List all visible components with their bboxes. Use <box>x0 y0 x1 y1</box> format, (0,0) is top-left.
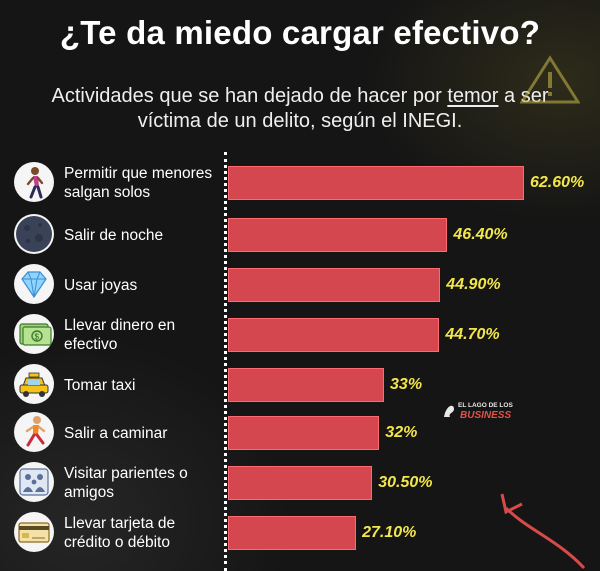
chart-row: Salir de noche 46.40% <box>0 212 600 260</box>
value-label: 46.40% <box>453 226 508 243</box>
value-label: 32% <box>385 424 418 441</box>
value-label: 30.50% <box>378 474 433 491</box>
chart-row: Usar joyas 44.90% <box>0 262 600 310</box>
category-label: Usar joyas <box>64 277 138 294</box>
svg-text:$: $ <box>35 333 40 342</box>
page-title: ¿Te da miedo cargar efectivo? <box>59 14 541 51</box>
brand-line1: EL LAGO DE LOS <box>458 402 513 409</box>
category-label: Visitar parientes o amigos <box>64 465 188 501</box>
bar <box>228 466 373 500</box>
person-walking-icon <box>14 162 54 202</box>
bar <box>228 416 380 450</box>
value-label: 44.70% <box>445 326 500 343</box>
chart-row: Salir a caminar 32% <box>0 410 600 458</box>
category-label: Salir a caminar <box>64 425 168 442</box>
chart-row: Permitir que menores salgan solos 62.60% <box>0 160 600 208</box>
credit-card-icon <box>14 512 54 552</box>
category-label: Permitir que menores salgan solos <box>64 165 213 201</box>
bar <box>228 516 357 550</box>
subtitle-part1: Actividades que se han dejado de hacer p… <box>51 85 448 107</box>
category-label: Tomar taxi <box>64 377 136 394</box>
chart-row: Tomar taxi 33% <box>0 362 600 410</box>
diamond-icon <box>14 264 54 304</box>
brand-line2: BUSINESS <box>460 410 511 421</box>
swan-logo-icon <box>444 405 454 417</box>
bar <box>228 218 448 252</box>
family-icon <box>14 462 54 502</box>
runner-icon <box>14 412 54 452</box>
brand-watermark: EL LAGO DE LOS BUSINESS <box>444 402 513 421</box>
bar <box>228 318 440 352</box>
subtitle: Actividades que se han dejado de hacer p… <box>0 84 600 134</box>
decorative-arrow-icon <box>500 493 586 570</box>
bar <box>228 166 524 200</box>
cash-icon: $ <box>14 314 54 354</box>
value-label: 44.90% <box>446 276 501 293</box>
axis-line <box>224 152 227 571</box>
chart-row: $ Llevar dinero en efectivo 44.70% <box>0 312 600 360</box>
value-label: 33% <box>390 376 423 393</box>
value-label: 27.10% <box>362 524 417 541</box>
chart-row: Llevar tarjeta de crédito o débito 27.10% <box>0 510 600 558</box>
category-label: Llevar tarjeta de crédito o débito <box>64 515 176 551</box>
warning-icon <box>520 55 580 104</box>
category-label: Salir de noche <box>64 227 164 244</box>
category-label: Llevar dinero en efectivo <box>64 317 176 353</box>
moon-icon <box>14 214 54 254</box>
subtitle-emphasis: temor <box>447 85 499 107</box>
bar <box>228 368 385 402</box>
chart-row: Visitar parientes o amigos 30.50% <box>0 460 600 508</box>
subtitle-line2: víctima de un delito, según el INEGI. <box>137 110 463 132</box>
taxi-icon <box>14 364 54 404</box>
bar <box>228 268 441 302</box>
value-label: 62.60% <box>530 174 585 191</box>
